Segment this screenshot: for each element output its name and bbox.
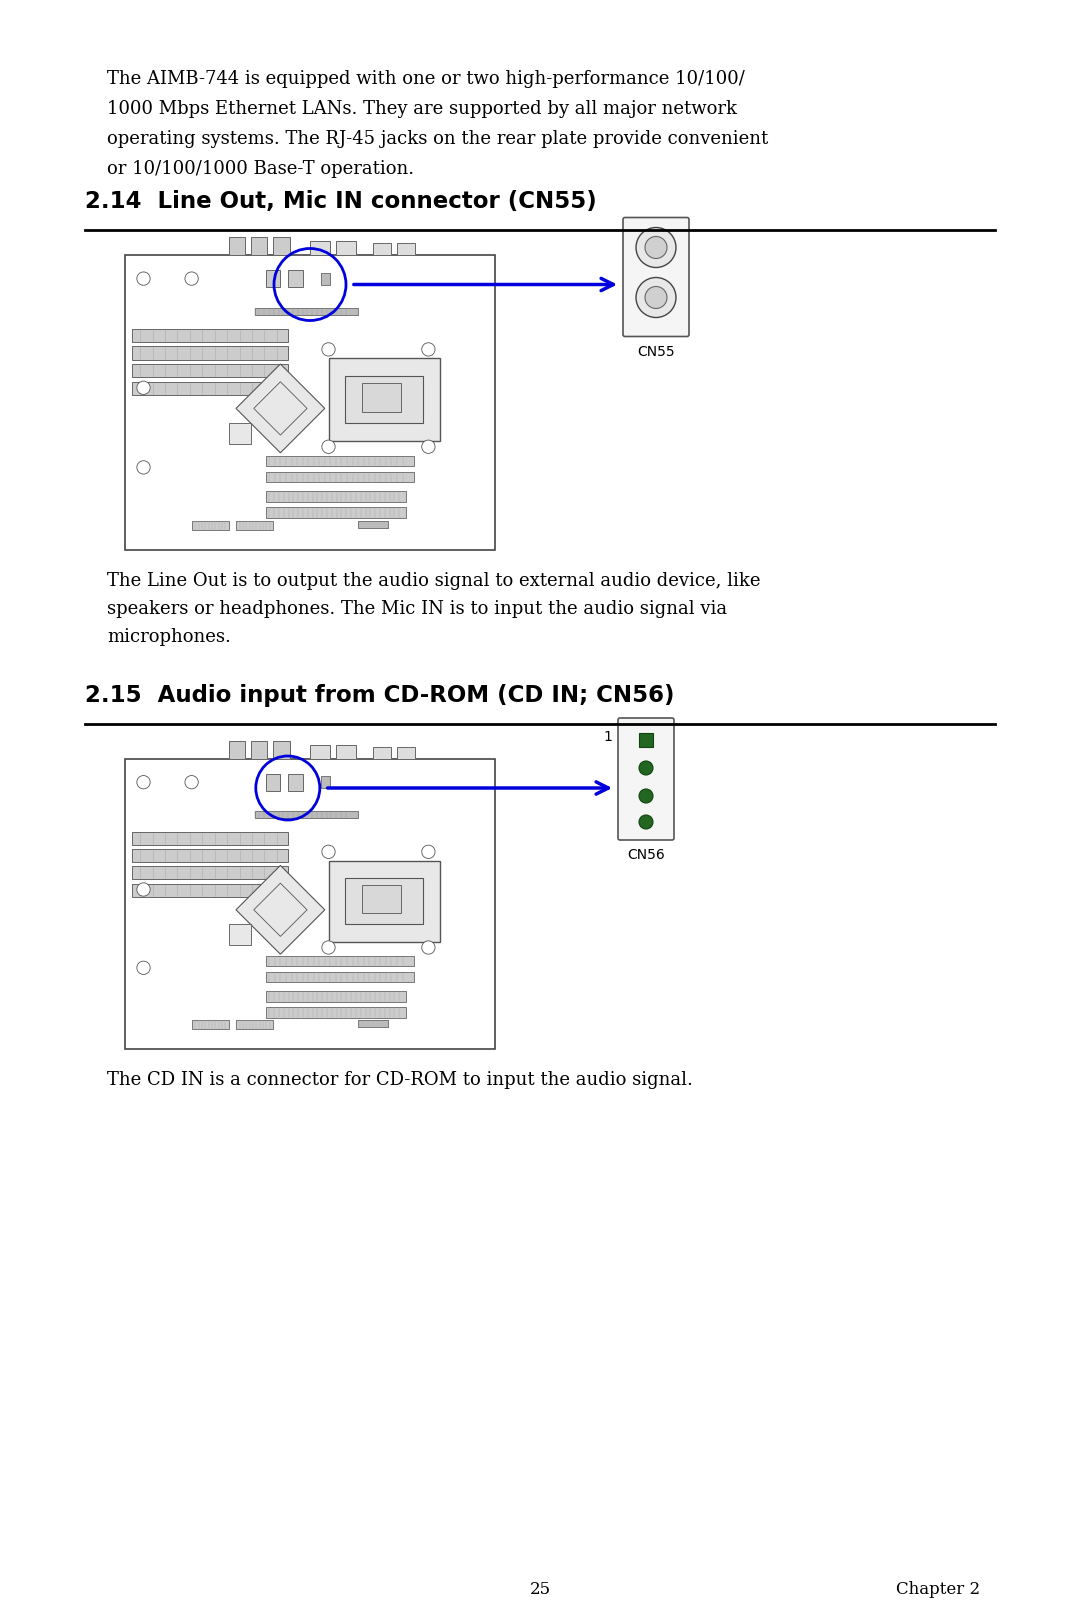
Bar bbox=[328, 861, 440, 942]
Circle shape bbox=[137, 882, 150, 897]
Bar bbox=[229, 237, 245, 255]
Bar bbox=[266, 472, 414, 482]
Bar bbox=[321, 272, 330, 284]
Bar bbox=[362, 886, 401, 913]
Bar bbox=[273, 237, 289, 255]
Text: The CD IN is a connector for CD-ROM to input the audio signal.: The CD IN is a connector for CD-ROM to i… bbox=[107, 1071, 693, 1088]
Circle shape bbox=[421, 845, 435, 858]
Bar bbox=[237, 521, 273, 530]
Bar bbox=[133, 848, 287, 861]
Circle shape bbox=[137, 461, 150, 474]
Bar bbox=[266, 774, 281, 792]
Circle shape bbox=[421, 342, 435, 357]
Bar bbox=[639, 733, 653, 748]
Bar bbox=[229, 423, 251, 444]
Circle shape bbox=[421, 440, 435, 454]
Bar bbox=[133, 347, 287, 360]
Bar bbox=[310, 242, 330, 255]
Text: Chapter 2: Chapter 2 bbox=[896, 1581, 980, 1599]
Text: operating systems. The RJ-45 jacks on the rear plate provide convenient: operating systems. The RJ-45 jacks on th… bbox=[107, 130, 768, 148]
Text: 25: 25 bbox=[529, 1581, 551, 1599]
Bar bbox=[310, 744, 330, 759]
Bar bbox=[373, 748, 391, 759]
Polygon shape bbox=[237, 866, 325, 954]
Circle shape bbox=[639, 761, 653, 775]
Text: CN56: CN56 bbox=[627, 848, 665, 861]
Text: 2.15  Audio input from CD-ROM (CD IN; CN56): 2.15 Audio input from CD-ROM (CD IN; CN5… bbox=[85, 684, 675, 707]
Bar bbox=[287, 774, 302, 792]
Bar bbox=[133, 866, 287, 879]
FancyBboxPatch shape bbox=[623, 217, 689, 336]
Bar bbox=[251, 237, 268, 255]
Bar bbox=[266, 957, 414, 967]
Bar bbox=[255, 308, 359, 315]
Polygon shape bbox=[237, 363, 325, 453]
Bar bbox=[346, 376, 423, 423]
Circle shape bbox=[137, 272, 150, 285]
Bar bbox=[336, 242, 356, 255]
Bar bbox=[359, 1020, 388, 1027]
Bar bbox=[255, 811, 359, 819]
Bar bbox=[397, 243, 416, 255]
Bar bbox=[321, 777, 330, 788]
Bar bbox=[133, 365, 287, 378]
Bar bbox=[133, 832, 287, 845]
Bar bbox=[266, 991, 406, 1002]
Circle shape bbox=[137, 962, 150, 975]
Circle shape bbox=[639, 814, 653, 829]
Bar bbox=[266, 491, 406, 503]
Bar bbox=[237, 1020, 273, 1030]
Text: microphones.: microphones. bbox=[107, 628, 231, 646]
Text: or 10/100/1000 Base-T operation.: or 10/100/1000 Base-T operation. bbox=[107, 161, 414, 178]
Bar bbox=[346, 878, 423, 925]
Circle shape bbox=[322, 440, 335, 454]
Circle shape bbox=[185, 272, 199, 285]
Bar bbox=[133, 381, 287, 396]
Circle shape bbox=[322, 342, 335, 357]
Circle shape bbox=[645, 237, 667, 258]
Text: speakers or headphones. The Mic IN is to input the audio signal via: speakers or headphones. The Mic IN is to… bbox=[107, 600, 727, 618]
Bar bbox=[229, 925, 251, 944]
Circle shape bbox=[421, 941, 435, 954]
FancyBboxPatch shape bbox=[618, 719, 674, 840]
Polygon shape bbox=[254, 882, 307, 936]
Bar bbox=[125, 255, 495, 550]
Bar bbox=[273, 741, 289, 759]
Bar bbox=[373, 243, 391, 255]
Bar bbox=[336, 744, 356, 759]
Bar bbox=[328, 358, 440, 441]
Text: 1: 1 bbox=[603, 730, 612, 744]
Bar bbox=[251, 741, 268, 759]
Bar bbox=[266, 1007, 406, 1019]
Circle shape bbox=[137, 381, 150, 394]
Bar bbox=[125, 759, 495, 1049]
Bar bbox=[266, 972, 414, 983]
Circle shape bbox=[322, 941, 335, 954]
Bar bbox=[133, 329, 287, 342]
Text: CN55: CN55 bbox=[637, 344, 675, 358]
Bar bbox=[362, 383, 401, 412]
Polygon shape bbox=[254, 381, 307, 435]
Circle shape bbox=[639, 788, 653, 803]
Circle shape bbox=[645, 287, 667, 308]
Circle shape bbox=[137, 775, 150, 788]
Text: The Line Out is to output the audio signal to external audio device, like: The Line Out is to output the audio sign… bbox=[107, 573, 760, 590]
Bar bbox=[133, 884, 287, 897]
Circle shape bbox=[322, 845, 335, 858]
Bar bbox=[287, 269, 302, 287]
Bar bbox=[266, 456, 414, 466]
Bar bbox=[229, 741, 245, 759]
Circle shape bbox=[185, 775, 199, 788]
Text: 2.14  Line Out, Mic IN connector (CN55): 2.14 Line Out, Mic IN connector (CN55) bbox=[85, 190, 597, 212]
Bar bbox=[266, 508, 406, 519]
Bar bbox=[397, 748, 416, 759]
Bar bbox=[266, 269, 281, 287]
Bar bbox=[191, 1020, 229, 1030]
Circle shape bbox=[636, 277, 676, 318]
Text: The AIMB-744 is equipped with one or two high-performance 10/100/: The AIMB-744 is equipped with one or two… bbox=[107, 70, 745, 88]
Circle shape bbox=[636, 227, 676, 268]
Bar bbox=[359, 521, 388, 527]
Text: 1000 Mbps Ethernet LANs. They are supported by all major network: 1000 Mbps Ethernet LANs. They are suppor… bbox=[107, 101, 737, 118]
Bar bbox=[191, 521, 229, 530]
